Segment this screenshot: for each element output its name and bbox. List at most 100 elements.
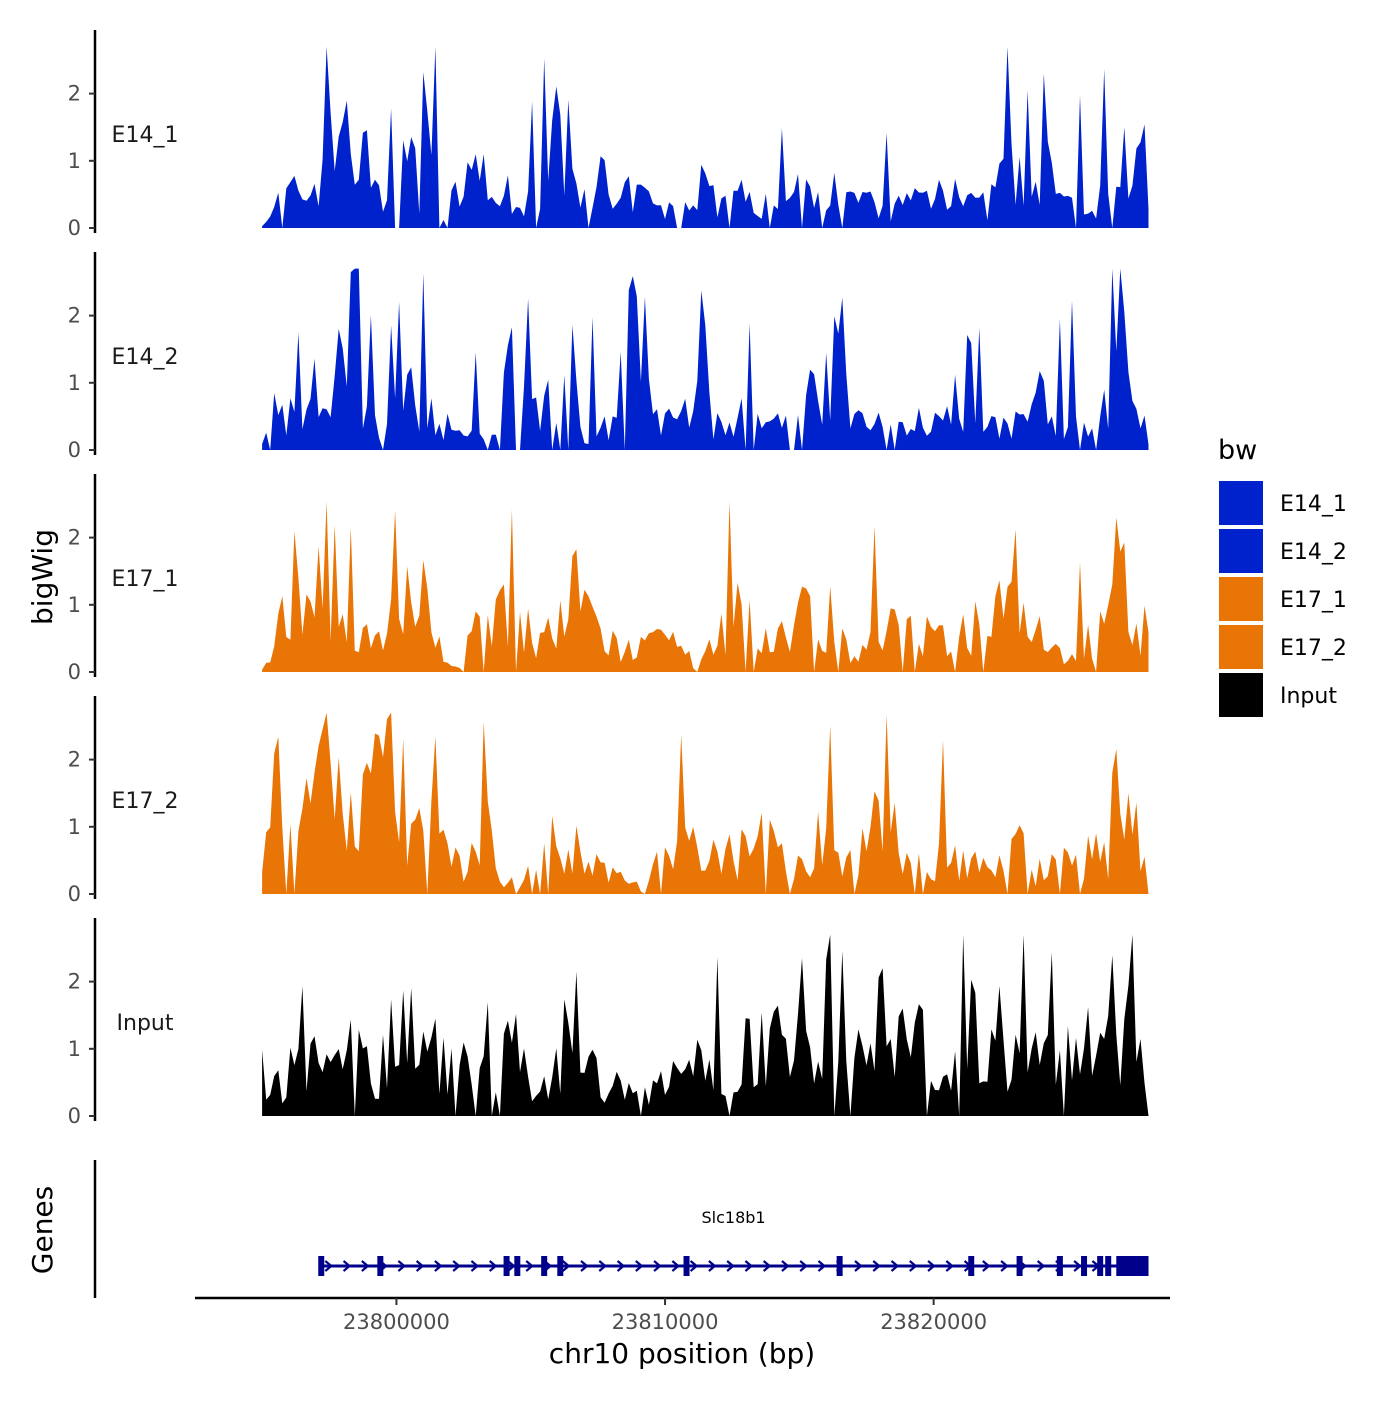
strip-label: Input [117, 1011, 174, 1036]
strand-arrow [1000, 1260, 1009, 1272]
strand-arrow [598, 1260, 607, 1272]
panel-e17-1: 0 1 2 E17_1 [68, 474, 1149, 684]
y-tick-label: 2 [68, 970, 81, 994]
legend-swatch [1219, 577, 1263, 621]
gene-label: Slc18b1 [701, 1208, 765, 1227]
y-tick-label: 2 [68, 748, 81, 772]
y-tick-label: 1 [68, 371, 81, 395]
y-tick-label: 1 [68, 1037, 81, 1061]
strand-arrow [653, 1260, 662, 1272]
signal-area-input [262, 934, 1149, 1116]
strand-arrow [616, 1260, 626, 1272]
gene-panel: Slc18b1 [93, 1160, 1149, 1298]
gene-exon [1016, 1256, 1023, 1276]
y-tick-label: 0 [68, 1104, 81, 1128]
strand-arrow [488, 1260, 498, 1272]
gene-exon [377, 1256, 384, 1276]
y-tick-label: 1 [68, 593, 81, 617]
y-tick-label: 2 [68, 304, 81, 328]
strand-arrow [689, 1260, 699, 1272]
strand-arrow [799, 1260, 808, 1272]
panel-input: 0 1 2 Input [68, 918, 1149, 1128]
y-tick-label: 2 [68, 526, 81, 550]
x-axis: 23800000 23810000 23820000 [195, 1296, 1170, 1334]
legend: bw E14_1 E14_2 E17_1 E17_2 Input [1218, 435, 1347, 717]
y-tick-label: 1 [68, 815, 81, 839]
legend-label: Input [1280, 684, 1337, 709]
x-tick-label: 23810000 [612, 1310, 719, 1334]
signal-area-e14-1 [262, 46, 1149, 228]
gene-exon-block [1116, 1256, 1149, 1276]
gene-exon [514, 1256, 521, 1276]
strand-arrow [781, 1260, 790, 1272]
gene-exon [1056, 1256, 1063, 1276]
x-tick-label: 23800000 [343, 1310, 450, 1334]
strand-arrow [817, 1260, 827, 1272]
legend-title: bw [1218, 435, 1257, 466]
strand-arrow [361, 1260, 370, 1272]
signal-area-e17-2 [262, 712, 1149, 894]
y-tick-label: 1 [68, 149, 81, 173]
strand-arrow [1036, 1260, 1046, 1272]
strand-arrow [397, 1260, 407, 1272]
gene-exon [503, 1256, 510, 1276]
track-panels: 0 1 2 E14_1 0 1 2 E14_2 0 1 2 E17_1 0 1 2 E17_2 0 1 2 Input [68, 30, 1149, 1128]
x-axis-title: chr10 position (bp) [549, 1337, 815, 1370]
gene-exon [1105, 1256, 1112, 1276]
panel-e14-2: 0 1 2 E14_2 [68, 252, 1149, 462]
legend-label: E14_2 [1280, 540, 1347, 565]
gene-exon [541, 1256, 548, 1276]
strand-arrow [927, 1260, 936, 1272]
strand-arrow [452, 1260, 461, 1272]
strand-arrow [415, 1260, 425, 1272]
gene-exon [968, 1256, 975, 1276]
strand-arrow [762, 1260, 772, 1272]
legend-swatch [1219, 481, 1263, 525]
strand-arrow [671, 1260, 681, 1272]
strand-arrow [982, 1260, 991, 1272]
strip-label: E17_1 [112, 567, 179, 592]
strand-arrow [525, 1260, 534, 1272]
gene-model: Slc18b1 [318, 1208, 1149, 1276]
y-tick-label: 0 [68, 882, 81, 906]
strip-label: E14_1 [112, 123, 179, 148]
gene-exon [557, 1256, 564, 1276]
x-tick-label: 23820000 [880, 1310, 987, 1334]
strip-label: E17_2 [112, 789, 179, 814]
legend-label: E17_2 [1280, 636, 1347, 661]
strand-arrow [470, 1260, 480, 1272]
strand-arrow [1073, 1260, 1082, 1272]
strand-arrow [872, 1260, 881, 1272]
strand-arrow [324, 1260, 334, 1272]
y-axis-title: bigWig [26, 529, 59, 625]
gene-exon [683, 1256, 690, 1276]
gene-exon [836, 1256, 843, 1276]
strand-arrow [909, 1260, 918, 1272]
gene-exon [1081, 1256, 1088, 1276]
strand-arrow [726, 1260, 735, 1272]
strand-arrow [562, 1260, 571, 1272]
strand-arrow [744, 1260, 754, 1272]
gene-facet-title: Genes [26, 1186, 59, 1274]
strand-arrow [890, 1260, 900, 1272]
strip-label: E14_2 [112, 345, 179, 370]
y-tick-label: 2 [68, 82, 81, 106]
y-tick-label: 0 [68, 660, 81, 684]
legend-label: E17_1 [1280, 588, 1347, 613]
strand-arrow [507, 1260, 516, 1272]
strand-arrow [635, 1260, 644, 1272]
legend-swatch [1219, 529, 1263, 573]
legend-swatch [1219, 673, 1263, 717]
strand-arrow [708, 1260, 717, 1272]
signal-area-e14-2 [262, 268, 1149, 450]
strand-arrow [854, 1260, 863, 1272]
y-tick-label: 0 [68, 216, 81, 240]
strand-arrow [434, 1260, 443, 1272]
legend-swatch [1219, 625, 1263, 669]
gene-exon [318, 1256, 325, 1276]
panel-e17-2: 0 1 2 E17_2 [68, 696, 1149, 906]
y-tick-label: 0 [68, 438, 81, 462]
legend-label: E14_1 [1280, 492, 1347, 517]
